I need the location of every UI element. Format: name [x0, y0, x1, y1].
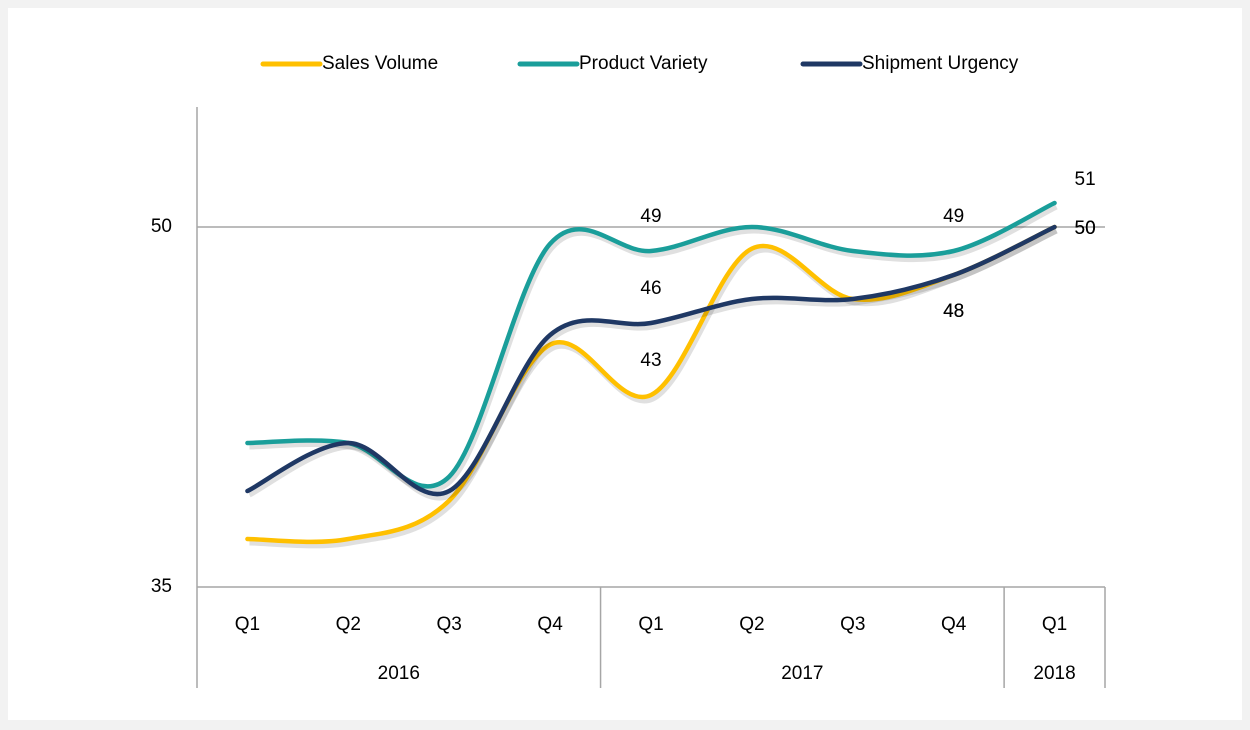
data-label: 49: [640, 206, 661, 227]
x-tick-label: Q1: [235, 614, 260, 635]
x-tick-label: Q4: [537, 614, 563, 635]
data-label: 51: [1075, 169, 1096, 190]
series-line: [245, 224, 1057, 497]
x-tick-label: Q2: [739, 614, 764, 635]
data-label: 49: [943, 206, 964, 227]
legend-label: Sales Volume: [322, 53, 438, 74]
x-tick-label: Q3: [840, 614, 865, 635]
data-label: 50: [1075, 218, 1096, 239]
x-group-label: 2018: [1033, 663, 1075, 684]
x-tick-label: Q3: [437, 614, 462, 635]
x-group-label: 2017: [781, 663, 823, 684]
x-tick-label: Q1: [1042, 614, 1067, 635]
series-line: [245, 224, 1057, 545]
line-shadow: [249, 228, 1058, 549]
data-label: 46: [640, 278, 661, 299]
legend-label: Product Variety: [579, 53, 708, 74]
data-label: 48: [943, 301, 964, 322]
x-tick-label: Q2: [336, 614, 361, 635]
legend-label: Shipment Urgency: [862, 53, 1019, 74]
data-label: 43: [640, 350, 661, 371]
x-group-label: 2016: [378, 663, 420, 684]
x-tick-label: Q1: [638, 614, 663, 635]
data-label: 50: [1075, 218, 1096, 239]
data-label: 48: [943, 301, 964, 322]
y-tick-label: 50: [151, 216, 172, 237]
x-tick-label: Q4: [941, 614, 967, 635]
y-tick-label: 35: [151, 576, 172, 597]
chart-panel: [8, 8, 1242, 720]
